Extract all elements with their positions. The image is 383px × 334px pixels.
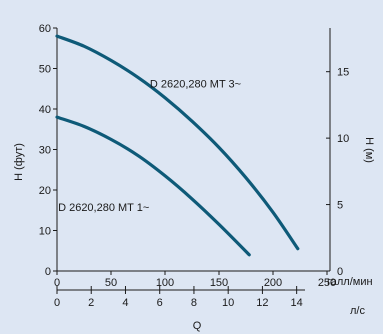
y2-tick-label: 15	[337, 67, 349, 79]
x2-tick-label: 10	[222, 297, 234, 309]
x2-tick-label: 2	[88, 297, 94, 309]
y-tick-label: 30	[39, 145, 51, 157]
y2-tick-label: 0	[337, 266, 343, 278]
series-annotation-2: D 2620,280 MT 1~	[58, 202, 149, 214]
right-y-axis: 5 10 15 0	[326, 67, 349, 278]
x2-tick-label: 14	[291, 297, 303, 309]
x-tick-label: 100	[156, 277, 174, 289]
series-line-2	[55, 115, 251, 257]
left-y-axis: 0 10 20 30 40 50 60	[39, 23, 57, 278]
x2-tick-label: 12	[256, 297, 268, 309]
x-tick-label: 200	[264, 277, 282, 289]
annotations-group: D 2620,280 MT 3~ D 2620,280 MT 1~	[58, 79, 241, 215]
x-tick-label: 50	[105, 277, 117, 289]
y-tick-label: 20	[39, 185, 51, 197]
x2-tick-label: 6	[157, 297, 163, 309]
x2-tick-label: 8	[191, 297, 197, 309]
y2-axis-label: H (м)	[363, 137, 375, 163]
series-group	[55, 34, 300, 257]
x2-unit-label: л/с	[350, 305, 365, 317]
y-tick-label: 50	[39, 64, 51, 76]
y-tick-label: 0	[45, 266, 51, 278]
y2-tick-label: 5	[337, 200, 343, 212]
y-tick-label: 60	[39, 23, 51, 35]
x-axis-label: Q	[193, 320, 202, 332]
x-unit-label: галл/мин	[327, 276, 373, 288]
x-tick-label: 150	[210, 277, 228, 289]
x2-tick-label: 4	[122, 297, 128, 309]
bottom-x-axis: 0 50 100 150 200 250	[54, 271, 336, 289]
y-tick-label: 10	[39, 226, 51, 238]
y2-tick-label: 10	[337, 133, 349, 145]
y-tick-label: 40	[39, 104, 51, 116]
y-axis-label: H (фут)	[13, 143, 25, 181]
secondary-x-axis: 0 2 4 6 8 10 12 14	[54, 286, 303, 309]
series-line-1	[55, 34, 300, 251]
series-annotation-1: D 2620,280 MT 3~	[150, 79, 241, 91]
x-tick-label: 250	[318, 277, 336, 289]
x2-tick-label: 0	[54, 297, 60, 309]
x-tick-label: 0	[54, 277, 60, 289]
